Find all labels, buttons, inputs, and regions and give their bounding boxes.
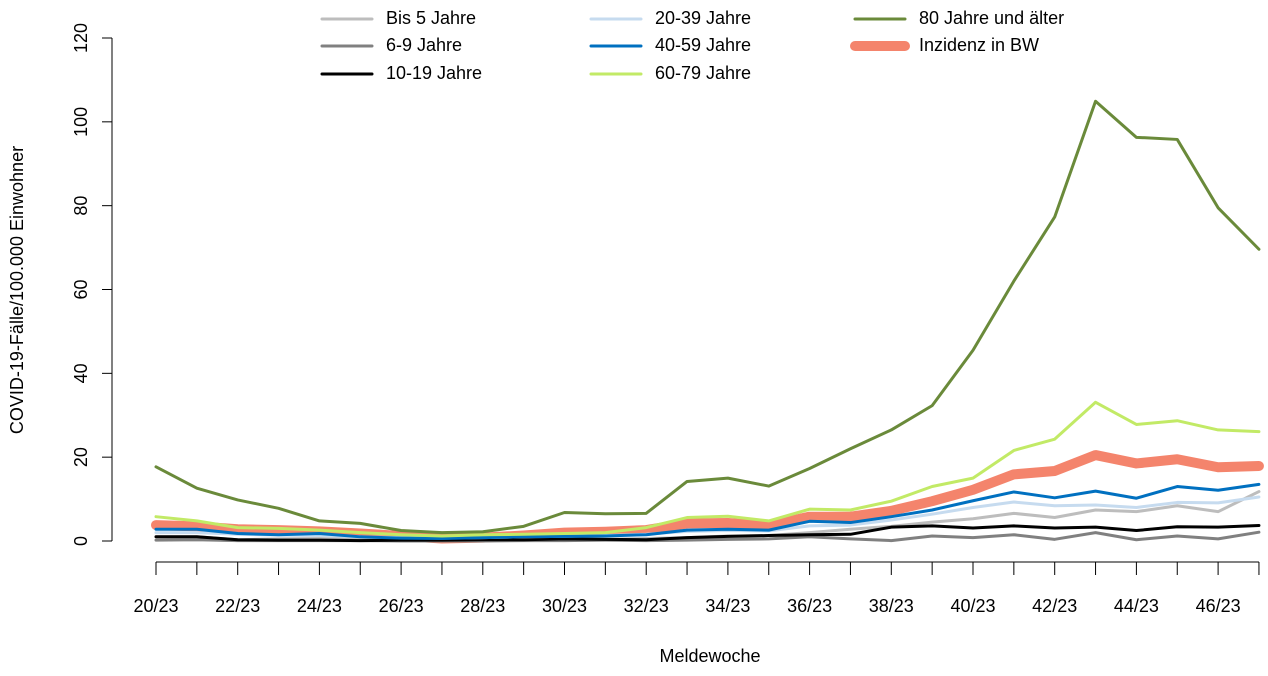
- legend-label: 10-19 Jahre: [386, 63, 482, 83]
- y-tick-label: 80: [71, 196, 91, 216]
- x-tick-label: 40/23: [950, 596, 995, 616]
- y-tick-label: 20: [71, 447, 91, 467]
- x-tick-label: 46/23: [1196, 596, 1241, 616]
- y-axis-label: COVID-19-Fälle/100.000 Einwohner: [7, 146, 27, 434]
- legend-label: 20-39 Jahre: [655, 8, 751, 28]
- x-axis-label: Meldewoche: [659, 646, 760, 666]
- x-tick-label: 32/23: [624, 596, 669, 616]
- x-tick-label: 20/23: [133, 596, 178, 616]
- x-tick-label: 34/23: [705, 596, 750, 616]
- legend-label: 6-9 Jahre: [386, 35, 462, 55]
- x-tick-label: 42/23: [1032, 596, 1077, 616]
- x-tick-label: 28/23: [460, 596, 505, 616]
- x-tick-label: 36/23: [787, 596, 832, 616]
- y-tick-label: 100: [71, 107, 91, 137]
- series-line: [154, 99, 1261, 535]
- x-tick-label: 44/23: [1114, 596, 1159, 616]
- y-tick-label: 60: [71, 279, 91, 299]
- y-tick-label: 40: [71, 363, 91, 383]
- x-tick-label: 22/23: [215, 596, 260, 616]
- y-tick-label: 0: [71, 536, 91, 546]
- x-tick-label: 26/23: [379, 596, 424, 616]
- legend-label: Bis 5 Jahre: [386, 8, 476, 28]
- legend-label: 60-79 Jahre: [655, 63, 751, 83]
- legend-label: 80 Jahre und älter: [919, 8, 1064, 28]
- legend-label: Inzidenz in BW: [919, 35, 1039, 55]
- legend-label: 40-59 Jahre: [655, 35, 751, 55]
- x-tick-label: 38/23: [869, 596, 914, 616]
- series-line: [154, 400, 1261, 538]
- y-tick-label: 120: [71, 23, 91, 53]
- series-line: [154, 523, 1261, 543]
- x-tick-label: 30/23: [542, 596, 587, 616]
- series-line: [154, 482, 1261, 540]
- x-tick-label: 24/23: [297, 596, 342, 616]
